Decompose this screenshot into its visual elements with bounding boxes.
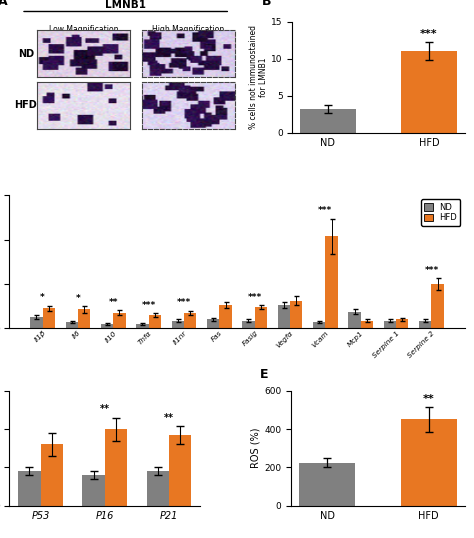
Text: ***: ***: [424, 266, 438, 275]
Text: **: **: [164, 413, 174, 423]
Bar: [18, 471, 41, 506]
Bar: [290, 301, 302, 328]
Bar: [278, 305, 290, 328]
Y-axis label: % cells not immunostained
for LMNB1: % cells not immunostained for LMNB1: [249, 25, 268, 129]
Text: *: *: [40, 293, 45, 302]
Text: HFD: HFD: [14, 100, 37, 110]
Bar: [184, 313, 196, 328]
Bar: [219, 305, 232, 328]
Text: High Magnification: High Magnification: [152, 25, 225, 34]
Text: B: B: [262, 0, 271, 8]
Bar: [348, 312, 361, 328]
Bar: [325, 236, 338, 328]
Text: ***: ***: [318, 206, 333, 215]
Bar: [299, 463, 355, 506]
Bar: [78, 309, 90, 328]
Bar: [207, 320, 219, 328]
Text: E: E: [260, 369, 268, 381]
Bar: [105, 429, 128, 506]
Text: LMNB1: LMNB1: [105, 1, 146, 10]
Bar: [361, 321, 373, 328]
Bar: [149, 315, 161, 328]
Bar: [401, 51, 456, 133]
Text: **: **: [109, 298, 118, 307]
Bar: [41, 444, 63, 506]
Text: *: *: [75, 294, 80, 303]
Bar: [384, 321, 396, 328]
Y-axis label: ROS (%): ROS (%): [250, 428, 260, 469]
Bar: [255, 307, 267, 328]
Bar: [65, 322, 78, 328]
Bar: [82, 475, 105, 506]
Bar: [43, 308, 55, 328]
Text: ***: ***: [141, 301, 156, 310]
Bar: [300, 109, 356, 133]
Bar: [313, 322, 325, 328]
Text: ***: ***: [420, 30, 438, 39]
Bar: [113, 313, 126, 328]
Text: ***: ***: [177, 298, 191, 307]
Bar: [401, 420, 456, 506]
Bar: [396, 320, 409, 328]
Bar: [146, 471, 169, 506]
Bar: [136, 324, 149, 328]
Bar: [419, 321, 431, 328]
Text: A: A: [0, 0, 8, 8]
Text: ND: ND: [18, 49, 34, 59]
Legend: ND, HFD: ND, HFD: [421, 200, 460, 226]
Bar: [172, 321, 184, 328]
Bar: [101, 324, 113, 328]
Bar: [431, 284, 444, 328]
Text: Low Magnification: Low Magnification: [49, 25, 118, 34]
Text: ***: ***: [247, 293, 262, 302]
Text: **: **: [423, 394, 435, 404]
Text: **: **: [100, 405, 110, 414]
Bar: [30, 317, 43, 328]
Bar: [242, 321, 255, 328]
Bar: [169, 435, 191, 506]
